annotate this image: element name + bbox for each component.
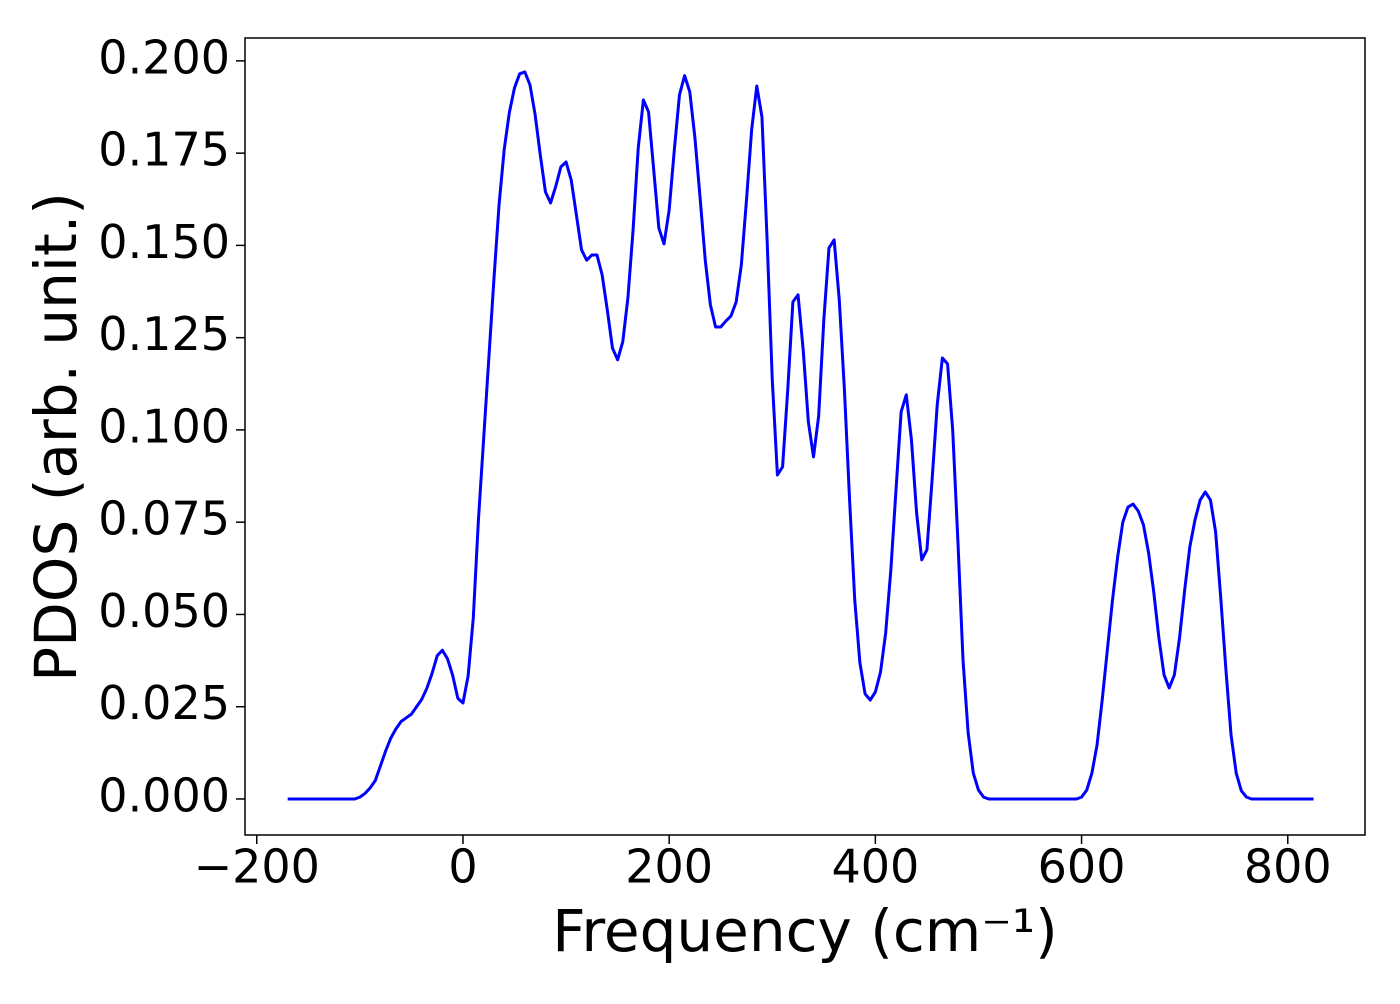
y-tick-label: 0.200 (98, 30, 230, 84)
plot-frame (244, 37, 1366, 836)
y-tick-label: 0.050 (98, 584, 230, 638)
x-tick-label: 0 (448, 840, 477, 894)
x-axis-label: Frequency (cm⁻¹) (552, 897, 1058, 965)
x-tick-label: −200 (194, 840, 320, 894)
y-tick-label: 0.150 (98, 215, 230, 269)
x-tick-label: 600 (1038, 840, 1126, 894)
y-tick-label: 0.075 (98, 492, 230, 546)
y-tick-label: 0.175 (98, 123, 230, 177)
y-tick-label: 0.125 (98, 307, 230, 361)
data-line (287, 70, 1314, 801)
x-tick-label: 800 (1244, 840, 1332, 894)
y-axis-label: PDOS (arb. unit.) (22, 192, 90, 682)
y-tick-label: 0.025 (98, 676, 230, 730)
y-tick-label: 0.000 (98, 768, 230, 822)
x-tick-label: 400 (831, 840, 919, 894)
x-tick-label: 200 (625, 840, 713, 894)
y-tick-label: 0.100 (98, 399, 230, 453)
